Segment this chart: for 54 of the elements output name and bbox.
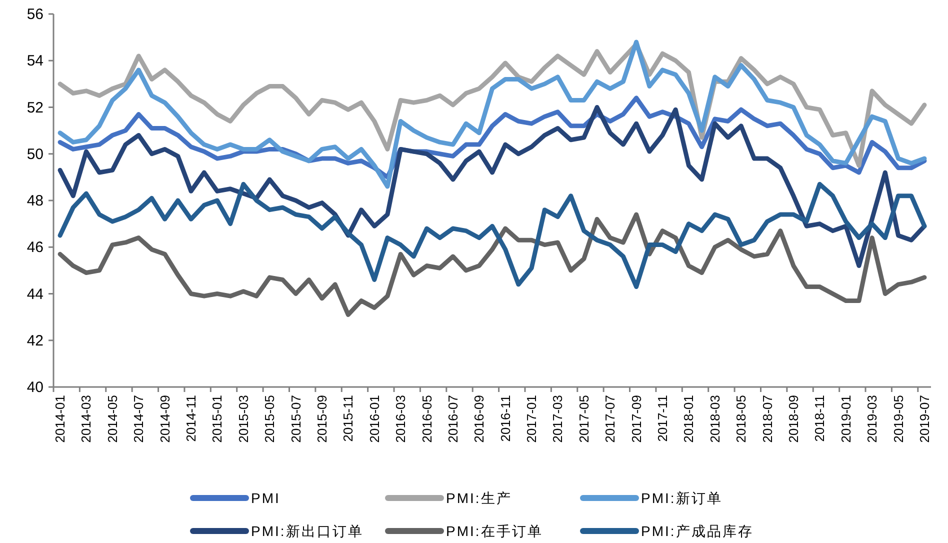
y-tick-label: 40: [26, 379, 44, 396]
x-tick-label: 2016-05: [419, 395, 434, 443]
x-tick-label: 2014-11: [184, 395, 199, 442]
x-tick-label: 2017-09: [628, 395, 644, 443]
y-tick-label: 52: [26, 99, 44, 116]
x-tick-label: 2016-07: [445, 395, 460, 443]
legend-label: PMI:新订单: [641, 490, 722, 506]
line-series: [58, 42, 927, 168]
x-tick-label: 2018-11: [812, 395, 828, 442]
x-tick-label: 2014-07: [131, 395, 146, 443]
x-tick-label: 2018-09: [786, 395, 801, 443]
x-tick-label: 2014-09: [157, 395, 172, 443]
x-tick-label: 2015-05: [262, 395, 278, 443]
line-series: [58, 212, 927, 317]
line-series: [58, 40, 927, 189]
x-tick-label: 2019-03: [864, 395, 880, 443]
x-tick-label: 2016-01: [366, 395, 382, 443]
legend-label: PMI:新出口订单: [251, 523, 364, 539]
y-tick-label: 56: [26, 6, 44, 23]
x-tick-label: 2015-07: [288, 395, 304, 443]
x-tick-label: 2015-03: [236, 395, 251, 443]
x-tick-label: 2019-07: [916, 395, 932, 443]
x-tick-label: 2018-03: [707, 395, 722, 443]
x-tick-label: 2019-01: [838, 395, 854, 443]
y-tick-label: 50: [26, 146, 44, 163]
y-tick-label: 44: [26, 286, 44, 303]
x-tick-label: 2014-03: [78, 395, 94, 443]
x-tick-label: 2018-07: [760, 395, 775, 443]
legend-label: PMI: [251, 490, 280, 506]
x-tick-label: 2016-09: [472, 395, 487, 443]
x-tick-label: 2019-05: [890, 395, 906, 443]
x-tick-label: 2017-03: [550, 395, 566, 443]
x-tick-label: 2017-11: [655, 395, 670, 442]
x-tick-label: 2015-11: [340, 395, 356, 442]
legend-label: PMI:产成品库存: [641, 523, 754, 539]
y-tick-label: 46: [26, 239, 44, 256]
x-tick-label: 2018-05: [734, 395, 749, 443]
x-tick-label: 2016-11: [498, 395, 513, 442]
x-tick-label: 2015-01: [210, 395, 225, 443]
y-tick-label: 48: [26, 192, 44, 210]
y-tick-label: 42: [26, 332, 44, 350]
legend-label: PMI:生产: [446, 490, 512, 506]
x-tick-label: 2014-01: [52, 395, 68, 443]
legend-label: PMI:在手订单: [446, 523, 543, 539]
x-tick-label: 2016-03: [393, 395, 408, 443]
line-series: [58, 105, 927, 268]
x-tick-label: 2017-01: [524, 395, 540, 443]
line-series: [58, 182, 927, 290]
x-tick-label: 2017-07: [602, 395, 618, 443]
x-tick-label: 2015-09: [314, 395, 330, 443]
x-tick-label: 2018-01: [681, 395, 696, 443]
x-tick-label: 2014-05: [104, 395, 120, 443]
y-tick-label: 54: [26, 52, 44, 70]
x-tick-label: 2017-05: [576, 395, 592, 443]
